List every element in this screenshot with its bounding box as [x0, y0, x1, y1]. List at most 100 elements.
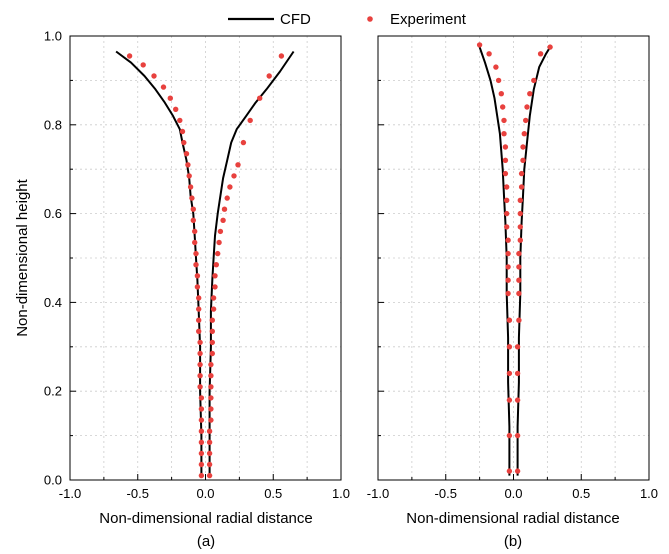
experiment-point [209, 339, 215, 346]
experiment-point [198, 472, 205, 479]
y-tick-label: 0.2 [44, 384, 62, 399]
experiment-point [167, 95, 173, 101]
experiment-point [196, 306, 202, 312]
plot-frame-a [69, 35, 342, 481]
experiment-point [196, 328, 202, 334]
experiment-point [498, 91, 504, 97]
experiment-point [517, 197, 523, 203]
experiment-point [198, 417, 205, 423]
experiment-point [520, 144, 526, 150]
experiment-point [495, 77, 502, 84]
experiment-point [213, 262, 219, 268]
experiment-point [514, 468, 521, 474]
experiment-point [547, 44, 553, 50]
experiment-point [247, 117, 253, 124]
experiment-point [192, 228, 198, 235]
experiment-point [476, 42, 483, 48]
experiment-point [208, 373, 214, 379]
experiment-point [278, 53, 285, 59]
experiment-point [504, 224, 510, 230]
experiment-point [501, 131, 507, 137]
x-tick-label: 0.0 [196, 486, 214, 501]
experiment-point [220, 217, 226, 223]
experiment-point [514, 432, 521, 439]
experiment-point [527, 91, 533, 97]
experiment-point [194, 284, 201, 290]
experiment-point [506, 344, 513, 350]
x-tick-label: 0.5 [264, 486, 282, 501]
x-tick-label: 1.0 [640, 486, 658, 501]
experiment-point [504, 210, 510, 217]
experiment-point [257, 95, 263, 101]
ylabel-a: Non-dimensional height [14, 178, 31, 336]
experiment-point [516, 264, 522, 270]
experiment-point [179, 128, 186, 135]
experiment-point [240, 139, 247, 146]
experiment-point [187, 184, 194, 190]
xlabel-b: Non-dimensional radial distance [406, 510, 619, 527]
experiment-point [206, 428, 213, 434]
experiment-point [235, 162, 241, 168]
experiment-point [504, 184, 510, 190]
experiment-point [505, 264, 511, 270]
experiment-point [197, 350, 203, 357]
experiment-point [189, 195, 195, 201]
plot-frame-b [377, 35, 650, 481]
experiment-point [505, 237, 511, 243]
experiment-point [198, 450, 205, 457]
experiment-point [196, 317, 202, 323]
experiment-point [198, 428, 205, 434]
experiment-point [183, 151, 190, 157]
grid-a [70, 36, 341, 480]
y-tick-label: 0.6 [44, 206, 62, 221]
chart-panel-a: 0.0 0.2 0.4 0.6 0.8 1.0 -1.0 -0.5 0.0 0.5 1.0 Non… [14, 29, 350, 551]
experiment-point [516, 317, 522, 323]
experiment-point [216, 239, 222, 246]
experiment-point [518, 170, 525, 177]
experiment-point [502, 157, 509, 163]
experiment-point [194, 273, 201, 279]
experiment-point [212, 273, 218, 279]
experiment-point [506, 468, 513, 474]
series-cfd-line-b [478, 46, 551, 476]
experiment-point [209, 350, 215, 357]
experiment-point [493, 64, 499, 70]
experiment-point [531, 77, 537, 84]
experiment-point [197, 361, 203, 368]
experiment-point [517, 210, 523, 217]
experiment-point [206, 472, 213, 479]
experiment-point [160, 84, 167, 90]
experiment-point [212, 284, 218, 290]
experiment-point [501, 117, 507, 124]
experiment-point [505, 250, 511, 257]
experiment-point [151, 73, 157, 79]
experiment-point [516, 250, 522, 257]
experiment-point [504, 197, 510, 203]
y-tick-label: 0.0 [44, 473, 62, 488]
experiment-point [209, 328, 215, 334]
experiment-point [198, 439, 205, 445]
xlabel-a: Non-dimensional radial distance [99, 510, 312, 527]
experiment-point [514, 344, 521, 350]
experiment-point [198, 461, 205, 468]
y-tick-label: 1.0 [44, 29, 62, 44]
experiment-point [208, 395, 214, 401]
experiment-point [266, 73, 272, 79]
experiment-point [506, 370, 513, 377]
legend-experiment-label: Experiment [390, 11, 467, 28]
chart-panel-b: -1.0 -0.5 0.0 0.5 1.0 Non-dimensional radial… [367, 35, 658, 550]
experiment-point [197, 373, 203, 379]
experiment-point [523, 117, 529, 124]
experiment-point [197, 339, 203, 346]
experiment-point [185, 162, 191, 168]
experiment-point [215, 250, 221, 257]
experiment-point [208, 406, 214, 412]
x-tick-label: -0.5 [435, 486, 457, 501]
x-tick-label: -0.5 [127, 486, 149, 501]
experiment-point [521, 131, 527, 137]
experiment-point [186, 173, 192, 179]
y-tick-label: 0.4 [44, 295, 62, 310]
series-cfd-line-a [115, 50, 295, 476]
experiment-point [517, 237, 523, 243]
